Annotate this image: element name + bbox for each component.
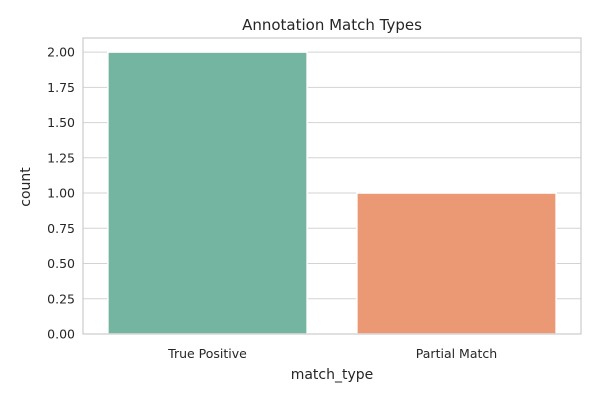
y-tick-label: 1.75 [47, 80, 75, 95]
x-axis-label: match_type [291, 367, 374, 383]
y-tick-label: 0.50 [47, 256, 75, 271]
y-tick-label: 1.50 [47, 115, 75, 130]
y-tick-label: 2.00 [47, 45, 75, 60]
y-tick-label: 1.00 [47, 186, 75, 201]
bars [107, 51, 557, 335]
y-tick-labels: 0.00 0.25 0.50 0.75 1.00 1.25 1.50 1.75 2.00 [47, 45, 75, 342]
plot-frame [82, 37, 582, 335]
x-tick-label: True Positive [167, 346, 247, 361]
bar-partial-match [356, 192, 557, 335]
y-tick-label: 0.25 [47, 291, 75, 306]
y-tick-label: 0.75 [47, 221, 75, 236]
x-tick-label: Partial Match [416, 346, 497, 361]
bar-true-positive [107, 51, 308, 335]
y-tick-label: 0.00 [47, 327, 75, 342]
chart-title: Annotation Match Types [242, 16, 422, 34]
y-tick-label: 1.25 [47, 150, 75, 165]
y-axis-label: count [18, 167, 34, 207]
x-tick-labels: True Positive Partial Match [167, 346, 497, 361]
